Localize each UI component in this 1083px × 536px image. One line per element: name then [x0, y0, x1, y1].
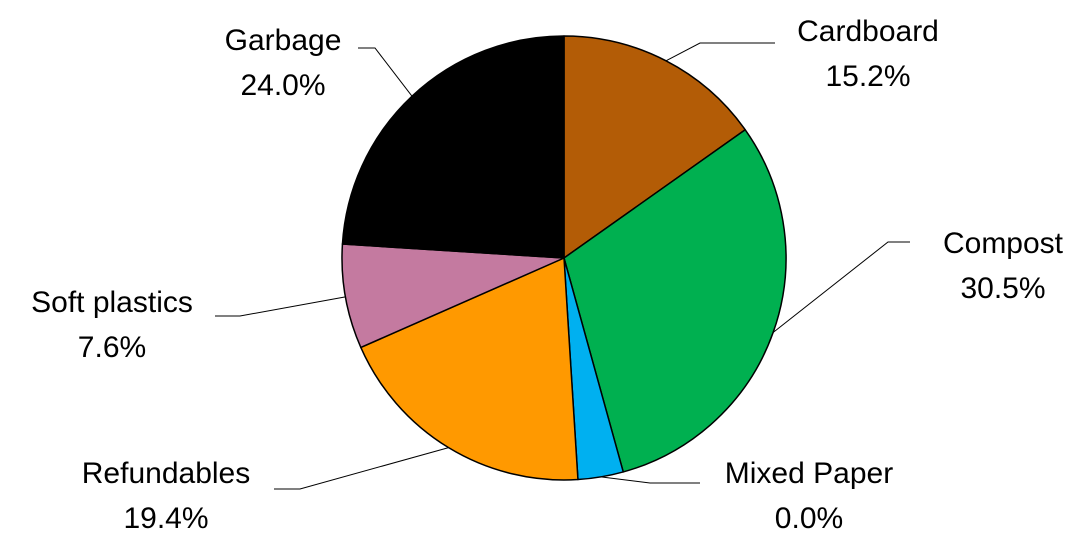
label-refundables-value: 19.4%	[123, 502, 208, 535]
label-garbage-value: 24.0%	[240, 69, 325, 102]
label-refundables: Refundables 19.4%	[82, 457, 250, 535]
slice-garbage	[341, 35, 565, 259]
label-mixed-paper-name: Mixed Paper	[725, 457, 893, 490]
label-mixed-paper: Mixed Paper 0.0%	[725, 457, 893, 535]
leader-lines	[215, 42, 910, 490]
label-soft-plastics-name: Soft plastics	[31, 286, 193, 319]
label-mixed-paper-value: 0.0%	[775, 502, 843, 535]
slice-soft-plastics	[341, 243, 565, 349]
label-cardboard: Cardboard 15.2%	[797, 15, 939, 93]
label-cardboard-value: 15.2%	[825, 60, 910, 93]
pie-slices	[341, 35, 787, 481]
label-garbage-name: Garbage	[225, 24, 342, 57]
label-refundables-name: Refundables	[82, 457, 250, 490]
label-soft-plastics-value: 7.6%	[78, 331, 146, 364]
leader-line-compost	[772, 241, 910, 333]
leader-line-cardboard	[665, 42, 775, 62]
leader-line-refundables	[274, 447, 449, 490]
slice-compost	[563, 129, 787, 473]
label-cardboard-name: Cardboard	[797, 15, 939, 48]
leader-line-mixed-paper	[600, 476, 700, 484]
label-compost-value: 30.5%	[960, 272, 1045, 305]
label-compost: Compost 30.5%	[943, 227, 1064, 305]
leader-line-soft-plastics	[215, 296, 346, 317]
label-garbage: Garbage 24.0%	[225, 24, 342, 102]
leader-line-garbage	[358, 47, 413, 97]
label-compost-name: Compost	[943, 227, 1064, 260]
label-soft-plastics: Soft plastics 7.6%	[31, 286, 193, 364]
